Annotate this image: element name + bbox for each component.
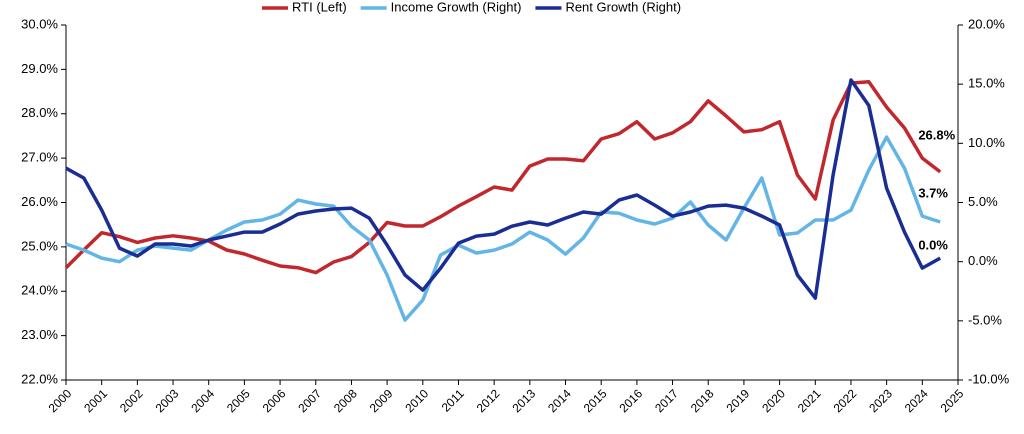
y2-tick-label: 15.0% bbox=[968, 76, 1005, 91]
x-tick-label: 2009 bbox=[367, 386, 396, 415]
y2-tick-label: 20.0% bbox=[968, 16, 1005, 31]
x-tick-label: 2016 bbox=[616, 386, 645, 415]
x-tick-label: 2025 bbox=[938, 386, 967, 415]
y2-tick-label: -5.0% bbox=[968, 312, 1002, 327]
y2-tick-label: 10.0% bbox=[968, 135, 1005, 150]
x-tick-label: 2021 bbox=[795, 386, 824, 415]
x-tick-label: 2017 bbox=[652, 386, 681, 415]
x-tick-label: 2013 bbox=[509, 386, 538, 415]
series-line bbox=[64, 80, 942, 275]
x-tick-label: 2019 bbox=[724, 386, 753, 415]
legend-label: Income Growth (Right) bbox=[391, 0, 522, 14]
x-tick-label: 2006 bbox=[260, 386, 289, 415]
x-tick-label: 2008 bbox=[331, 386, 360, 415]
annotation: 3.7% bbox=[918, 186, 948, 201]
x-tick-label: 2018 bbox=[688, 386, 717, 415]
x-tick-label: 2015 bbox=[581, 386, 610, 415]
y-tick-label: 28.0% bbox=[21, 105, 58, 120]
x-tick-label: 2020 bbox=[759, 386, 788, 415]
y-tick-label: 30.0% bbox=[21, 16, 58, 31]
series-line bbox=[65, 78, 942, 300]
annotation: 0.0% bbox=[918, 237, 948, 252]
x-tick-label: 2012 bbox=[474, 386, 503, 415]
y-tick-label: 29.0% bbox=[21, 61, 58, 76]
x-tick-label: 2004 bbox=[188, 386, 217, 415]
x-tick-label: 2007 bbox=[295, 386, 324, 415]
x-tick-label: 2001 bbox=[81, 386, 110, 415]
y-tick-label: 25.0% bbox=[21, 238, 58, 253]
x-tick-label: 2010 bbox=[402, 386, 431, 415]
y-tick-label: 27.0% bbox=[21, 150, 58, 165]
y2-tick-label: -10.0% bbox=[968, 371, 1010, 386]
x-tick-label: 2000 bbox=[46, 386, 75, 415]
annotation: 26.8% bbox=[918, 128, 955, 143]
x-tick-label: 2022 bbox=[831, 386, 860, 415]
y-tick-label: 26.0% bbox=[21, 194, 58, 209]
x-tick-label: 2024 bbox=[902, 386, 931, 415]
x-tick-label: 2003 bbox=[153, 386, 182, 415]
y-tick-label: 24.0% bbox=[21, 283, 58, 298]
x-tick-label: 2005 bbox=[224, 386, 253, 415]
y-tick-label: 23.0% bbox=[21, 327, 58, 342]
x-tick-label: 2002 bbox=[117, 386, 146, 415]
y-tick-label: 22.0% bbox=[21, 371, 58, 386]
y2-tick-label: 0.0% bbox=[968, 253, 998, 268]
x-tick-label: 2023 bbox=[866, 386, 895, 415]
legend-label: RTI (Left) bbox=[292, 0, 347, 14]
x-tick-label: 2014 bbox=[545, 386, 574, 415]
x-tick-label: 2011 bbox=[439, 386, 467, 414]
y2-tick-label: 5.0% bbox=[968, 194, 998, 209]
legend-label: Rent Growth (Right) bbox=[565, 0, 681, 14]
